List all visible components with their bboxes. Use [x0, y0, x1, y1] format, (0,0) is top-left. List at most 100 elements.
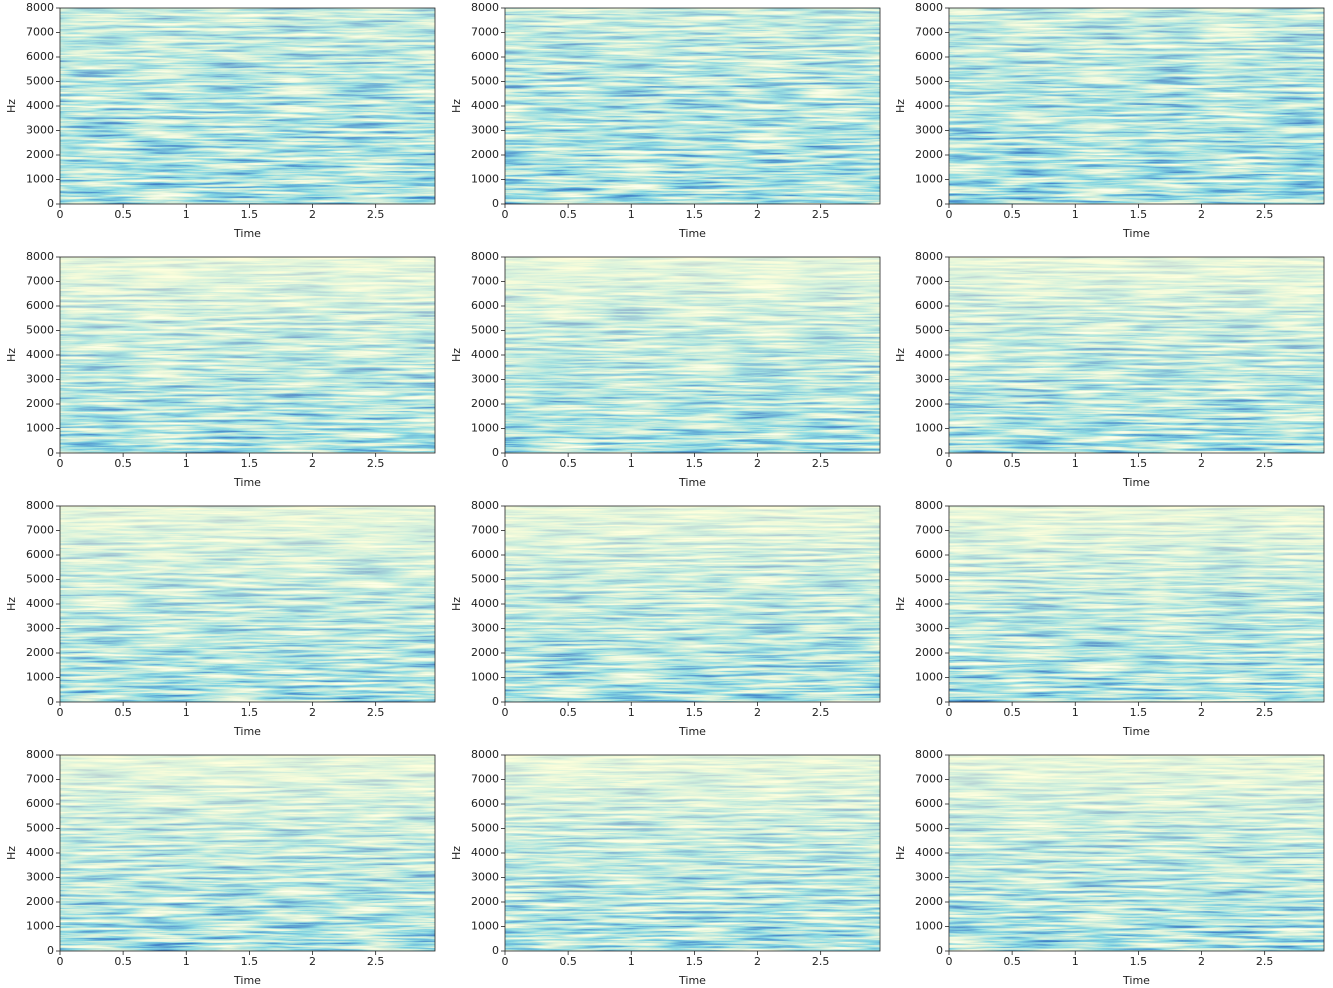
- y-tick-label: 4000: [26, 846, 54, 859]
- y-tick-label: 2000: [915, 646, 943, 659]
- y-tick-label: 4000: [915, 597, 943, 610]
- spectrogram-shade: [505, 755, 880, 951]
- y-tick-label: 4000: [915, 846, 943, 859]
- y-tick-label: 0: [936, 446, 943, 459]
- x-tick-label: 2: [754, 955, 761, 968]
- x-tick-label: 1: [183, 955, 190, 968]
- x-tick-label: 0: [502, 955, 509, 968]
- y-tick-label: 5000: [471, 573, 499, 586]
- y-tick-label: 4000: [471, 99, 499, 112]
- spectrogram-shade: [505, 257, 880, 453]
- x-tick-label: 2.5: [1256, 706, 1274, 719]
- spectrogram-shade: [60, 755, 435, 951]
- x-tick-label: 1: [1072, 955, 1079, 968]
- x-tick-label: 2.5: [367, 208, 385, 221]
- y-tick-label: 4000: [26, 348, 54, 361]
- y-tick-label: 6000: [915, 797, 943, 810]
- y-tick-label: 4000: [471, 846, 499, 859]
- y-tick-label: 1000: [471, 173, 499, 186]
- y-tick-label: 6000: [26, 299, 54, 312]
- x-tick-label: 2.5: [367, 955, 385, 968]
- y-tick-label: 1000: [471, 920, 499, 933]
- x-tick-label: 1: [628, 457, 635, 470]
- y-axis-label: Hz: [5, 99, 18, 113]
- x-tick-label: 0: [502, 706, 509, 719]
- x-tick-label: 1.5: [241, 955, 259, 968]
- y-tick-label: 8000: [26, 1, 54, 14]
- y-tick-label: 6000: [915, 299, 943, 312]
- x-axis-label: Time: [678, 227, 706, 240]
- x-tick-label: 1: [183, 457, 190, 470]
- x-tick-label: 2.5: [367, 457, 385, 470]
- y-tick-label: 7000: [471, 524, 499, 537]
- y-tick-label: 5000: [26, 75, 54, 88]
- x-tick-label: 2.5: [812, 457, 830, 470]
- y-tick-label: 0: [936, 197, 943, 210]
- y-tick-label: 0: [492, 446, 499, 459]
- y-tick-label: 6000: [471, 299, 499, 312]
- x-tick-label: 2.5: [812, 955, 830, 968]
- y-tick-label: 1000: [915, 920, 943, 933]
- x-axis-label: Time: [678, 725, 706, 738]
- x-tick-label: 0: [57, 706, 64, 719]
- y-tick-label: 3000: [471, 622, 499, 635]
- y-tick-label: 6000: [26, 548, 54, 561]
- y-axis-label: Hz: [5, 348, 18, 362]
- y-axis-label: Hz: [894, 846, 907, 860]
- y-tick-label: 6000: [915, 50, 943, 63]
- x-tick-label: 0: [502, 208, 509, 221]
- y-tick-label: 0: [47, 695, 54, 708]
- x-tick-label: 2: [754, 457, 761, 470]
- x-tick-label: 0.5: [114, 457, 132, 470]
- y-tick-label: 6000: [915, 548, 943, 561]
- y-axis-label: Hz: [894, 99, 907, 113]
- y-tick-label: 0: [492, 944, 499, 957]
- x-tick-label: 1.5: [686, 955, 704, 968]
- x-tick-label: 2.5: [812, 706, 830, 719]
- x-tick-label: 0.5: [559, 955, 577, 968]
- x-tick-label: 0.5: [114, 208, 132, 221]
- y-tick-label: 4000: [471, 348, 499, 361]
- y-tick-label: 8000: [915, 1, 943, 14]
- x-tick-label: 1.5: [241, 457, 259, 470]
- x-tick-label: 0: [946, 955, 953, 968]
- x-tick-label: 1.5: [686, 457, 704, 470]
- y-tick-label: 2000: [915, 895, 943, 908]
- x-tick-label: 1: [628, 955, 635, 968]
- x-axis-label: Time: [233, 725, 261, 738]
- x-tick-label: 1.5: [1130, 208, 1148, 221]
- y-tick-label: 1000: [26, 422, 54, 435]
- x-tick-label: 2: [1198, 457, 1205, 470]
- x-tick-label: 0: [57, 457, 64, 470]
- y-tick-label: 1000: [915, 671, 943, 684]
- y-tick-label: 6000: [26, 50, 54, 63]
- x-tick-label: 1: [628, 208, 635, 221]
- x-tick-label: 0.5: [559, 706, 577, 719]
- y-tick-label: 5000: [915, 573, 943, 586]
- y-tick-label: 3000: [471, 124, 499, 137]
- y-axis-label: Hz: [450, 846, 463, 860]
- y-tick-label: 1000: [915, 422, 943, 435]
- y-axis-label: Hz: [894, 348, 907, 362]
- y-tick-label: 4000: [915, 348, 943, 361]
- x-tick-label: 0.5: [559, 208, 577, 221]
- y-tick-label: 3000: [471, 871, 499, 884]
- x-tick-label: 2: [309, 706, 316, 719]
- x-axis-label: Time: [233, 227, 261, 240]
- y-tick-label: 0: [492, 197, 499, 210]
- spectrogram-shade: [949, 755, 1324, 951]
- y-tick-label: 2000: [26, 895, 54, 908]
- spectrogram-shade: [60, 506, 435, 702]
- x-tick-label: 1: [1072, 457, 1079, 470]
- x-tick-label: 1.5: [1130, 706, 1148, 719]
- y-axis-label: Hz: [450, 348, 463, 362]
- x-tick-label: 1: [1072, 706, 1079, 719]
- spectrogram-shade: [505, 8, 880, 204]
- x-tick-label: 1.5: [686, 208, 704, 221]
- x-tick-label: 2: [309, 955, 316, 968]
- spectrogram-shade: [60, 8, 435, 204]
- y-tick-label: 4000: [26, 99, 54, 112]
- y-axis-label: Hz: [450, 99, 463, 113]
- x-tick-label: 1.5: [241, 208, 259, 221]
- y-tick-label: 5000: [915, 324, 943, 337]
